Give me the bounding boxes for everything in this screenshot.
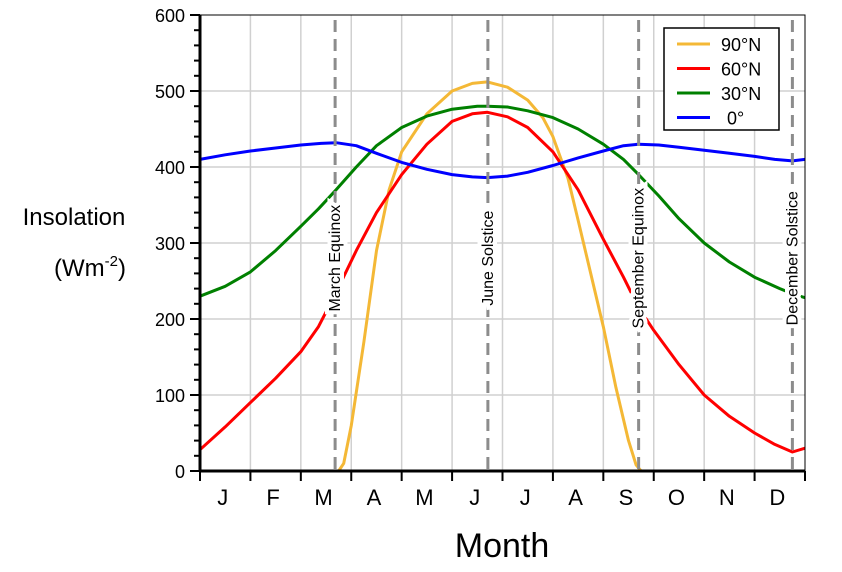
y-tick-label: 100 — [155, 386, 185, 406]
legend: 90°N 60°N 30°N 0° — [663, 27, 780, 131]
legend-label: 60°N — [721, 60, 761, 80]
season-markers: March Equinox June Solstice September Equi… — [323, 20, 805, 471]
legend-label: 90°N — [721, 35, 761, 55]
y-axis-units: (Wm-2) — [54, 253, 126, 282]
y-tick-label: 600 — [155, 6, 185, 26]
y-tick-label: 0 — [175, 462, 185, 482]
month-label: J — [469, 485, 480, 510]
month-label: J — [520, 485, 531, 510]
marker-label: December Solstice — [784, 191, 801, 325]
month-label: M — [314, 485, 332, 510]
series-lines — [198, 80, 806, 472]
y-tick-label: 300 — [155, 234, 185, 254]
y-axis-label: Insolation — [23, 204, 126, 231]
month-label: D — [769, 485, 785, 510]
marker-label: June Solstice — [480, 211, 497, 306]
y-units-open: (Wm — [54, 255, 105, 282]
marker-label: September Equinox — [631, 188, 648, 329]
legend-label: 0° — [727, 109, 744, 129]
month-label: F — [266, 485, 279, 510]
month-label: S — [619, 485, 634, 510]
series-line-0° — [199, 141, 806, 180]
y-tick-label: 500 — [155, 82, 185, 102]
axes: 0 100 200 300 400 500 600 J F M A M J J A S O N D — [155, 6, 806, 510]
series-line-90°N — [337, 80, 643, 472]
month-label: A — [568, 485, 583, 510]
series-line-60°N — [198, 110, 806, 454]
month-label: M — [415, 485, 433, 510]
series-line-30°N — [199, 104, 806, 300]
marker-label: March Equinox — [327, 205, 344, 312]
y-tick-label: 200 — [155, 310, 185, 330]
y-units-exp: -2 — [105, 253, 118, 270]
legend-label: 30°N — [721, 84, 761, 104]
month-label: N — [719, 485, 735, 510]
x-axis-label: Month — [455, 527, 550, 565]
month-label: A — [367, 485, 382, 510]
y-units-close: ) — [118, 255, 126, 282]
month-label: O — [668, 485, 685, 510]
month-label: J — [217, 485, 228, 510]
y-tick-label: 400 — [155, 158, 185, 178]
